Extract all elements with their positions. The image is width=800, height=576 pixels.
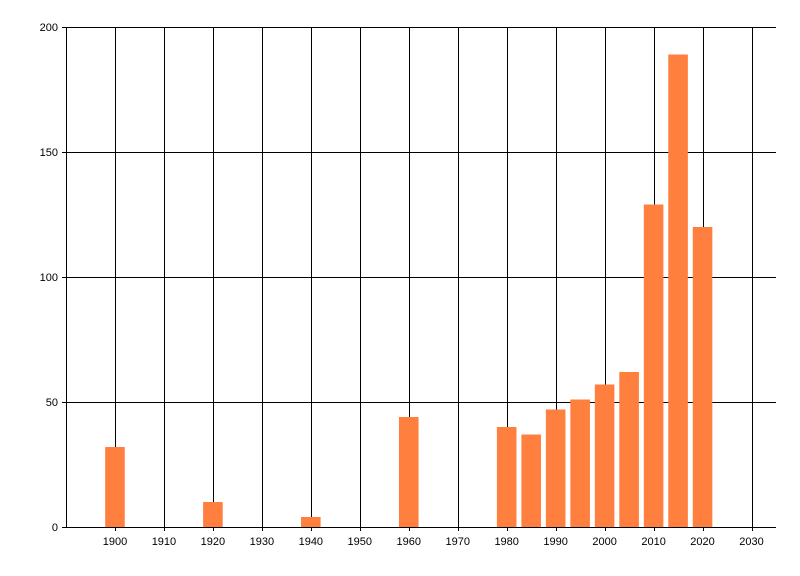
x-tick-label: 1920 — [201, 536, 225, 548]
x-tick-label: 1940 — [299, 536, 323, 548]
bar-1995 — [570, 399, 590, 527]
y-tick-label: 150 — [40, 147, 58, 159]
x-tick-label: 1970 — [445, 536, 469, 548]
bar-1920 — [203, 502, 223, 527]
x-tick-label: 1900 — [103, 536, 127, 548]
bar-1980 — [496, 427, 517, 527]
y-tick-label: 50 — [46, 397, 58, 409]
bar-1940 — [301, 517, 321, 527]
axes — [66, 27, 776, 528]
x-tick-label: 2030 — [739, 536, 763, 548]
x-tick-label: 2020 — [690, 536, 714, 548]
bar-2010 — [643, 204, 664, 527]
x-tick-label: 1990 — [543, 536, 567, 548]
bar-1960 — [398, 417, 419, 527]
x-tick-label: 1950 — [348, 536, 372, 548]
x-tick-label: 2000 — [592, 536, 616, 548]
x-tick-label: 1960 — [397, 536, 421, 548]
x-tick-label: 1930 — [250, 536, 274, 548]
y-tick-label: 0 — [52, 522, 58, 534]
x-tick-label: 2010 — [641, 536, 665, 548]
y-tick-label: 200 — [40, 22, 58, 34]
bar-2020 — [692, 227, 713, 527]
bar-2000 — [594, 384, 615, 527]
bar-1900 — [105, 447, 125, 527]
x-tick-label: 1980 — [494, 536, 518, 548]
bar-1990 — [545, 409, 566, 527]
bar-1985 — [521, 434, 541, 527]
bar-2015 — [668, 54, 688, 527]
y-tick-label: 100 — [40, 272, 58, 284]
x-tick-label: 1910 — [152, 536, 176, 548]
tick-labels: 1900 1910 1920 1930 1940 1950 1960 1970 1980 1990… — [40, 22, 764, 548]
bars — [105, 54, 713, 527]
bar-2005 — [619, 372, 639, 527]
